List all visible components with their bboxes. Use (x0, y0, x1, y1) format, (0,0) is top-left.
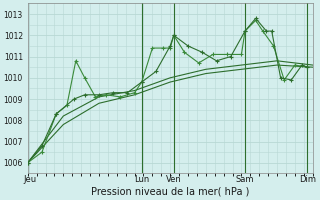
X-axis label: Pression niveau de la mer( hPa ): Pression niveau de la mer( hPa ) (91, 187, 249, 197)
